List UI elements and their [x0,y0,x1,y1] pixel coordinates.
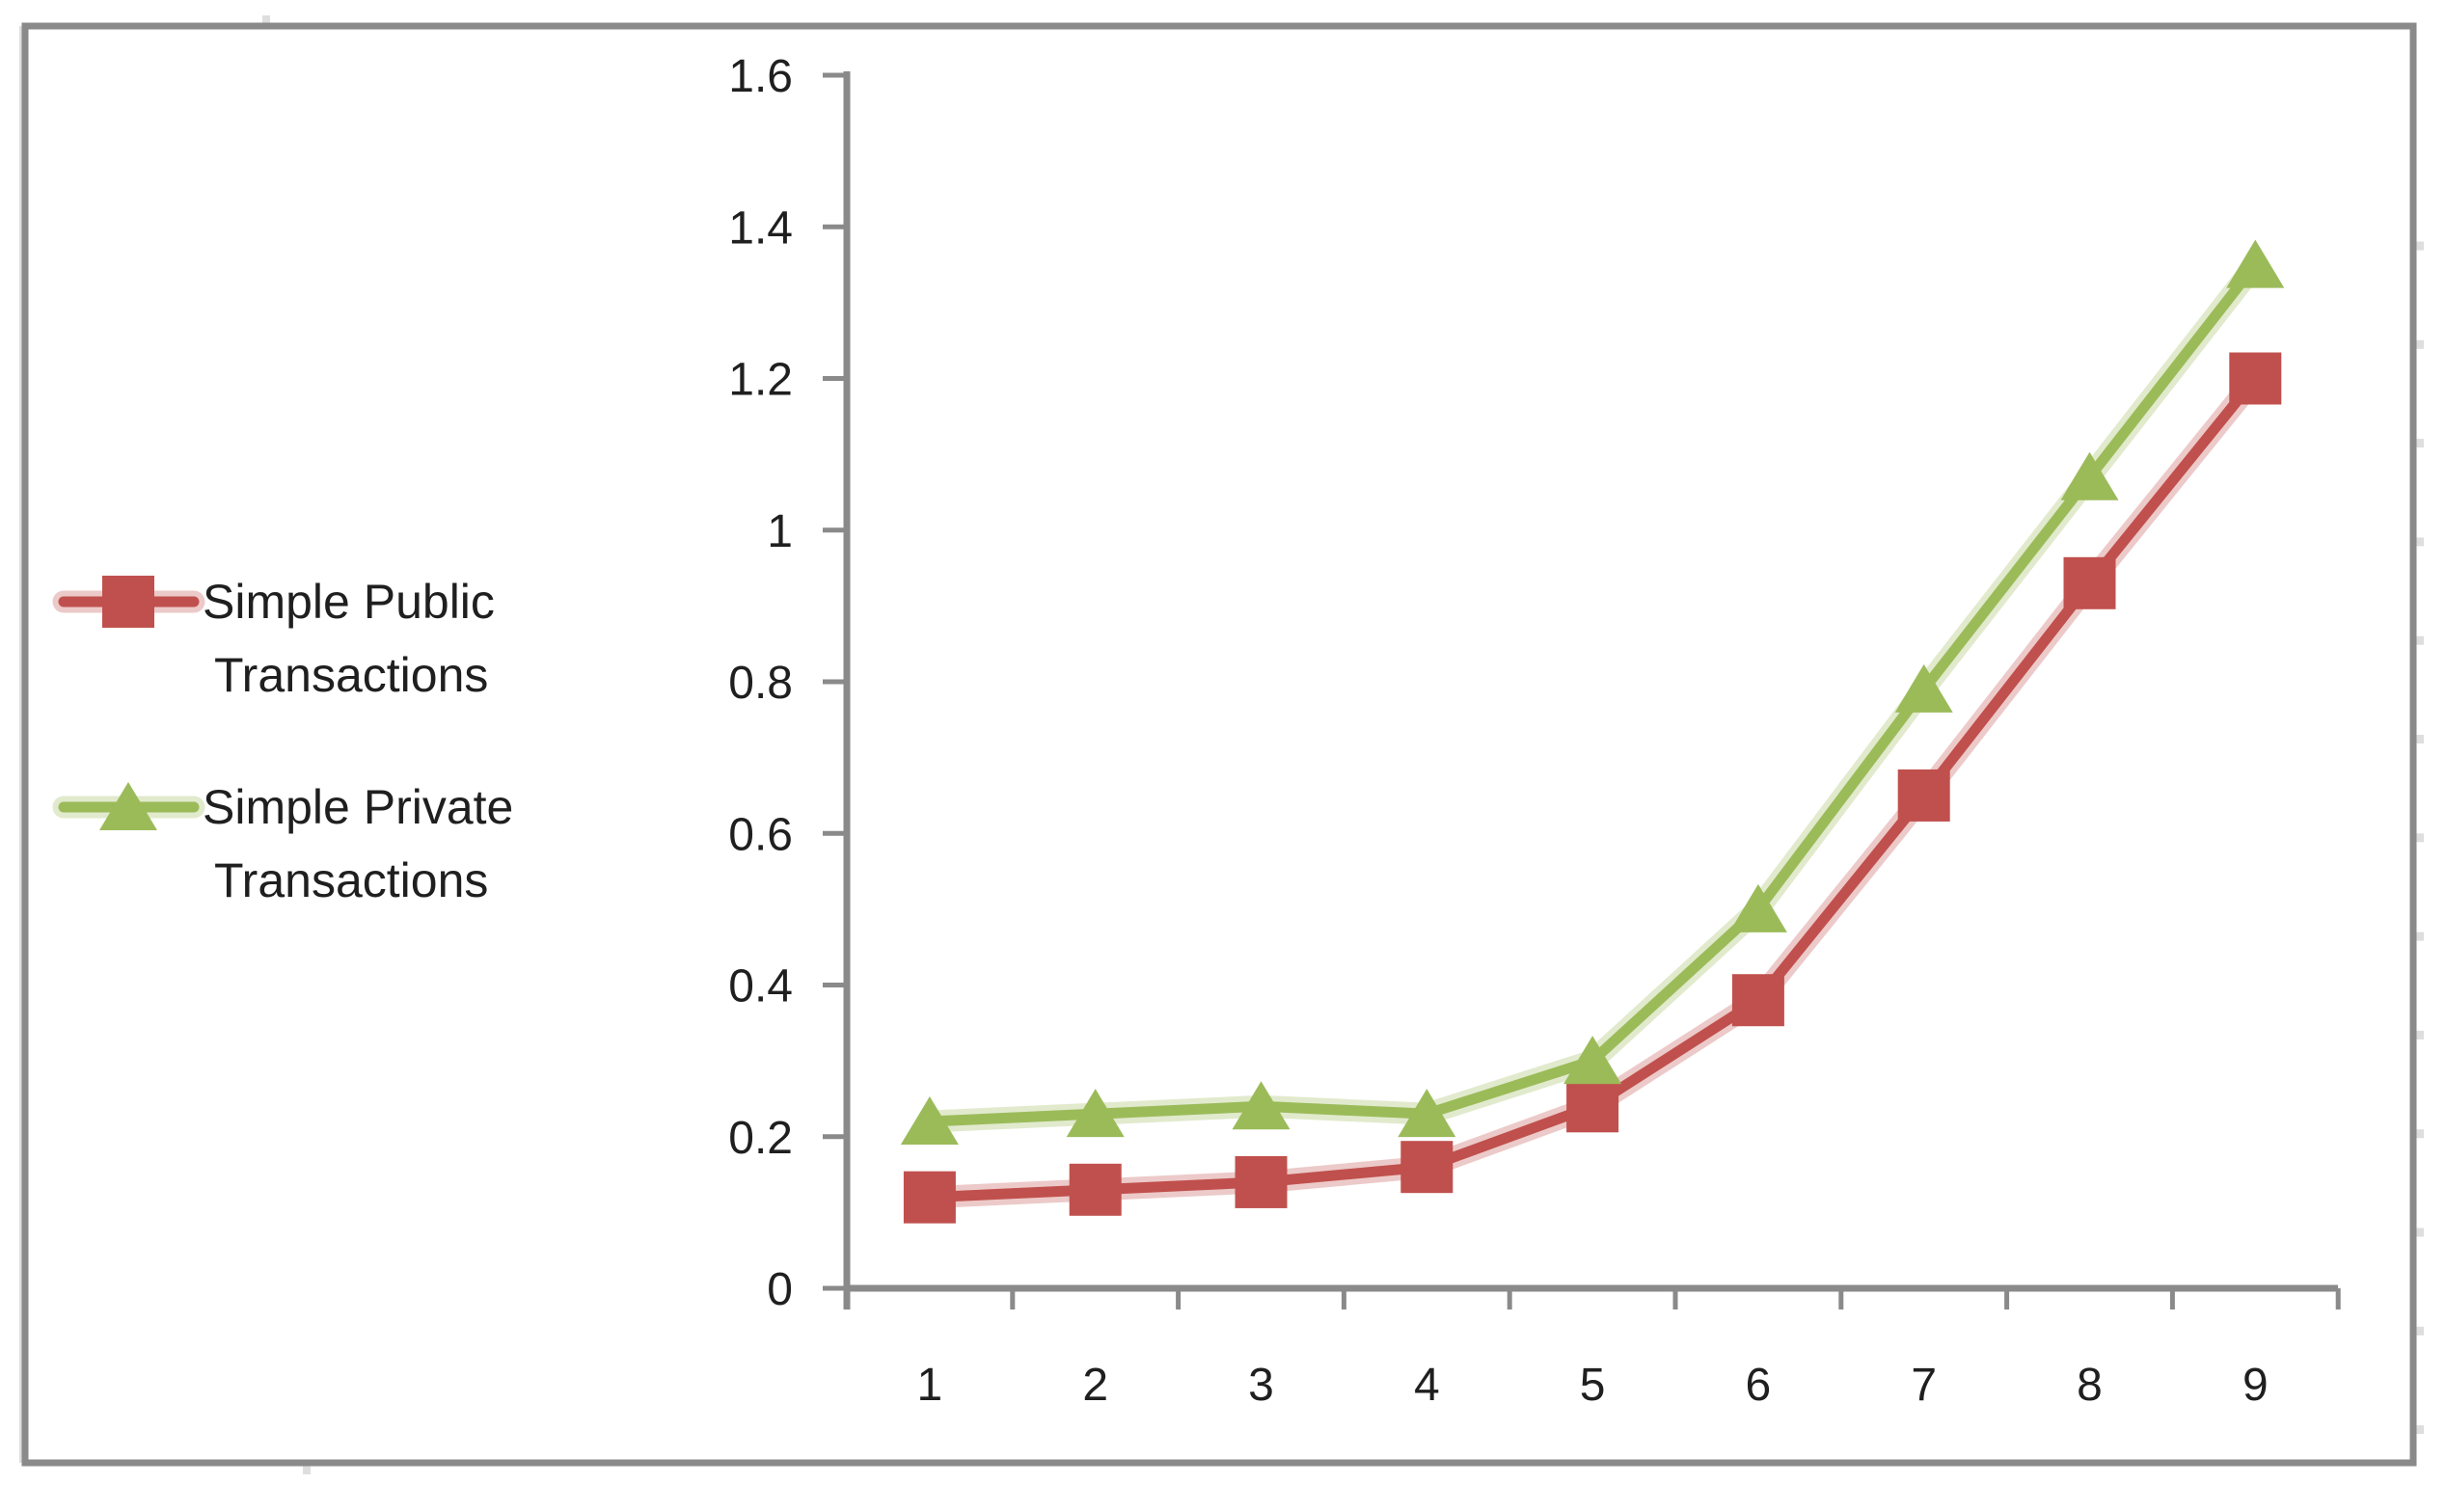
y-tick-label: 1.2 [728,355,793,406]
worksheet-gridline-stub-right [2415,241,2424,251]
y-tick-label: 0.8 [728,658,793,709]
x-tick-label: 5 [1580,1360,1606,1411]
x-tick-label: 6 [1746,1360,1772,1411]
worksheet-gridline-stub-top [262,15,270,27]
worksheet-gridline-stub-right [2415,635,2424,645]
data-marker-square-simple-public-transactions [1400,1141,1454,1194]
worksheet-gridline-stub-right [2415,1326,2424,1336]
legend-label-simple-private-transactions: Transactions [214,853,488,907]
data-marker-square-simple-public-transactions [2063,556,2116,609]
worksheet-gridline-stub-right [2415,833,2424,843]
chart-border [21,22,2417,1467]
x-tick-label: 1 [917,1360,943,1411]
legend-label-simple-private-transactions: Simple Private [203,780,513,834]
worksheet-gridline-stub-right [2415,439,2424,448]
data-marker-square-simple-public-transactions [1235,1155,1288,1208]
y-tick-label: 1 [767,506,793,557]
worksheet-gridline-stub-right [2415,537,2424,547]
worksheet-gridline-stub-right [2415,1030,2424,1040]
y-tick-label: 1.6 [728,51,793,102]
y-tick-label: 0 [767,1264,793,1315]
legend-marker-square-simple-public-transactions [102,576,154,628]
x-tick-label: 2 [1082,1360,1108,1411]
y-tick-label: 0.4 [728,961,793,1012]
worksheet-gridline-stub-bottom [303,1464,311,1474]
data-marker-triangle-simple-private-transactions [1398,1089,1456,1138]
worksheet-gridline-stub-right [2415,735,2424,743]
legend-label-simple-public-transactions: Transactions [214,648,488,702]
x-tick-label: 7 [1911,1360,1937,1411]
legend-label-simple-public-transactions: Simple Public [203,575,495,629]
data-marker-triangle-simple-private-transactions [1066,1089,1125,1138]
y-tick-label: 0.6 [728,809,793,860]
data-marker-square-simple-public-transactions [2229,352,2282,405]
data-marker-square-simple-public-transactions [1069,1163,1122,1216]
x-tick-label: 4 [1414,1360,1440,1411]
worksheet-gridline-stub-right [2415,1129,2424,1139]
data-marker-square-simple-public-transactions [1566,1080,1619,1133]
legend-marker-triangle-simple-private-transactions [99,782,157,830]
data-marker-square-simple-public-transactions [1731,974,1784,1027]
data-marker-triangle-simple-private-transactions [1563,1036,1622,1085]
data-marker-triangle-simple-private-transactions [2060,451,2119,500]
worksheet-gridline-stub-right [2415,339,2424,349]
worksheet-gridline-stub-right [2415,1228,2424,1237]
data-marker-triangle-simple-private-transactions [1894,663,1953,713]
y-tick-label: 1.4 [728,202,793,254]
x-tick-label: 9 [2242,1360,2269,1411]
worksheet-gridline-stub-right [2415,1425,2424,1435]
data-marker-triangle-simple-private-transactions [1232,1081,1291,1130]
worksheet-gridline-stub-right [2415,932,2424,941]
data-marker-triangle-simple-private-transactions [1728,883,1787,932]
data-marker-square-simple-public-transactions [903,1171,956,1224]
y-tick-label: 0.2 [728,1113,793,1164]
data-marker-triangle-simple-private-transactions [900,1096,959,1146]
data-marker-triangle-simple-private-transactions [2226,239,2285,288]
x-tick-label: 8 [2077,1360,2103,1411]
data-marker-square-simple-public-transactions [1897,769,1950,822]
x-tick-label: 3 [1248,1360,1274,1411]
